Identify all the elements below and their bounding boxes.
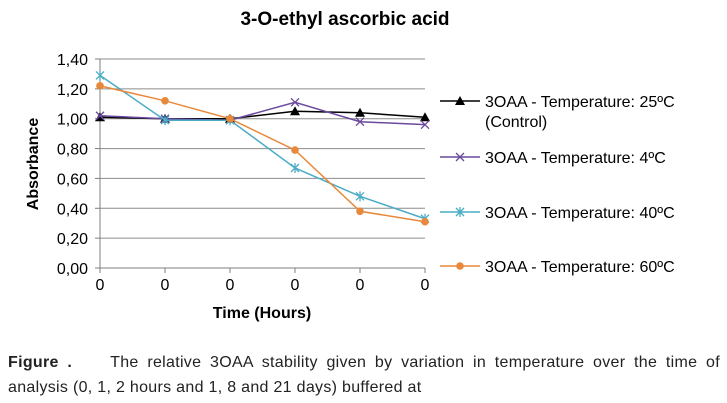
y-axis-ticks: 0,00 0,20 0,40 0,60 0,80 1,00 1,20 1,40	[57, 52, 100, 278]
y-tick-label: 1,40	[57, 52, 88, 69]
legend-marker	[455, 96, 465, 105]
y-tick-label: 0,00	[57, 261, 88, 278]
data-point	[291, 146, 299, 154]
legend-label: 3OAA - Temperature: 25ºC	[485, 94, 675, 111]
data-point	[355, 117, 365, 127]
legend: 3OAA - Temperature: 25ºC(Control)3OAA - …	[440, 94, 675, 276]
legend-label: 3OAA - Temperature: 40ºC	[485, 205, 675, 222]
y-tick-label: 0,60	[57, 171, 88, 188]
figure-caption: Figure . The relative 3OAA stability give…	[8, 350, 720, 400]
chart-title: 3-O-ethyl ascorbic acid	[240, 9, 449, 30]
data-point	[420, 112, 430, 122]
y-axis-label: Absorbance	[25, 118, 42, 211]
data-point	[356, 207, 364, 216]
series-0	[95, 106, 430, 123]
x-axis-ticks: 0 0 0 0 0 0	[96, 268, 430, 294]
data-point	[355, 107, 365, 117]
x-tick-label: 0	[356, 277, 365, 294]
data-point	[161, 97, 169, 105]
legend-marker	[456, 262, 464, 270]
data-point	[95, 111, 105, 121]
y-tick-label: 0,20	[57, 231, 88, 248]
x-tick-label: 0	[421, 277, 430, 294]
legend-marker	[455, 152, 465, 162]
data-point	[226, 114, 234, 123]
data-point	[420, 120, 430, 130]
legend-item: 3OAA - Temperature: 4ºC	[440, 150, 666, 167]
data-point	[355, 191, 365, 202]
data-point	[96, 82, 104, 90]
legend-item: 3OAA - Temperature: 40ºC	[440, 205, 675, 222]
series-line	[99, 101, 426, 126]
chart: 3-O-ethyl ascorbic acid 0,00 0,20 0,40 0,60…	[25, 9, 675, 322]
x-tick-label: 0	[291, 277, 300, 294]
data-point	[290, 97, 300, 107]
legend-label-line2: (Control)	[485, 114, 547, 131]
legend-label: 3OAA - Temperature: 4ºC	[485, 150, 666, 167]
data-point	[421, 217, 429, 226]
series-line	[99, 74, 426, 220]
data-point	[95, 70, 105, 81]
legend-label: 3OAA - Temperature: 60ºC	[485, 259, 675, 276]
series-group	[95, 70, 430, 226]
x-axis-label: Time (Hours)	[213, 305, 311, 322]
caption-label: Figure .	[8, 354, 73, 371]
y-tick-label: 0,80	[57, 142, 88, 159]
data-point	[290, 162, 300, 173]
legend-marker	[455, 207, 465, 217]
gridlines	[100, 58, 425, 239]
x-tick-label: 0	[226, 277, 235, 294]
x-tick-label: 0	[96, 277, 105, 294]
y-tick-label: 1,20	[57, 82, 88, 99]
series-3	[96, 82, 429, 226]
x-tick-label: 0	[161, 277, 170, 294]
y-tick-label: 1,00	[57, 112, 88, 129]
data-point	[160, 115, 170, 126]
series-line	[99, 85, 426, 223]
legend-item: 3OAA - Temperature: 60ºC	[440, 259, 675, 276]
series-2	[95, 70, 430, 224]
legend-item: 3OAA - Temperature: 25ºC (Control)	[440, 94, 675, 131]
y-tick-label: 0,40	[57, 201, 88, 218]
data-point	[290, 106, 300, 116]
caption-text: The relative 3OAA stability given by var…	[8, 354, 720, 396]
